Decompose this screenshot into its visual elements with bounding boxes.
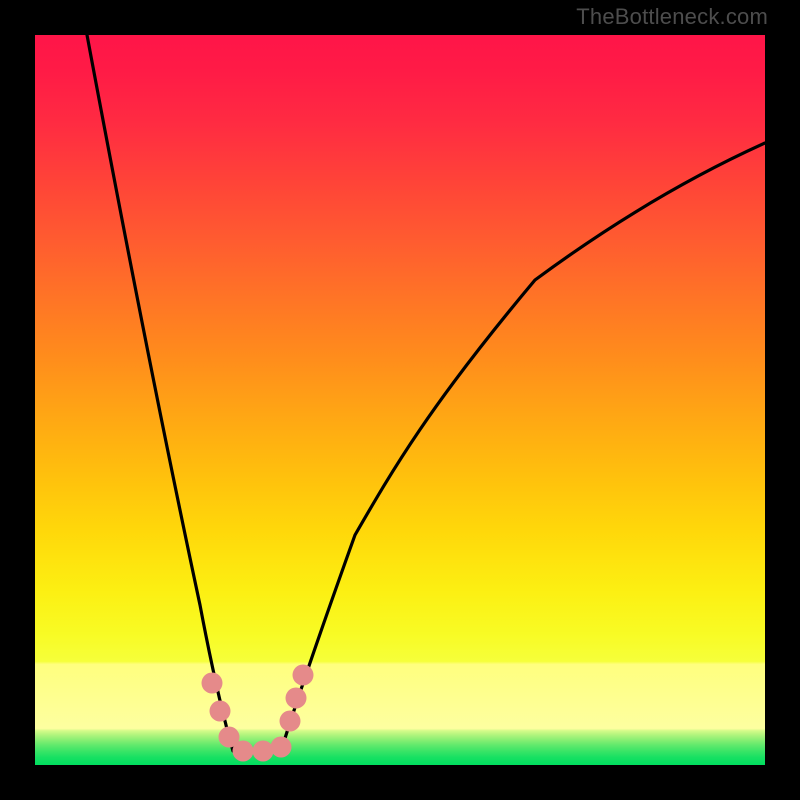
marker-point	[253, 741, 274, 762]
marker-point	[293, 665, 314, 686]
marker-point	[280, 711, 301, 732]
marker-point	[286, 688, 307, 709]
marker-point	[233, 741, 254, 762]
curve-layer	[35, 35, 765, 765]
bottleneck-curve	[87, 35, 765, 751]
plot-area	[35, 35, 765, 765]
marker-point	[202, 673, 223, 694]
watermark-text: TheBottleneck.com	[576, 4, 768, 30]
marker-point	[271, 737, 292, 758]
chart-wrapper: TheBottleneck.com	[0, 0, 800, 800]
markers-group	[202, 665, 314, 762]
marker-point	[210, 701, 231, 722]
